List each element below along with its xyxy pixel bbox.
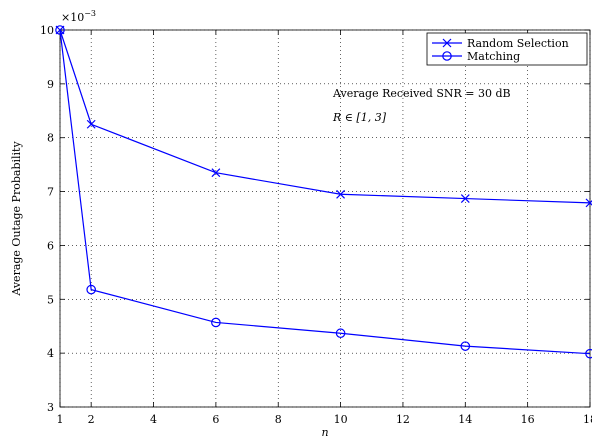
y-tick-label: 7 <box>47 186 54 199</box>
data-point <box>460 341 471 351</box>
x-tick-label: 18 <box>583 413 592 426</box>
y-tick-label: 4 <box>47 347 54 360</box>
y-tick-label: 8 <box>47 132 54 145</box>
data-point <box>86 119 96 129</box>
data-point <box>55 25 65 35</box>
data-point <box>211 168 221 178</box>
data-series <box>55 25 592 359</box>
x-tick-label: 16 <box>521 413 535 426</box>
x-marker-stroke <box>442 38 452 48</box>
y-tick-label: 6 <box>47 239 54 252</box>
tick-labels: 124681012141618345678910 <box>40 24 592 426</box>
data-point <box>335 328 346 339</box>
x-marker-stroke <box>211 168 221 178</box>
y-tick-label: 10 <box>40 24 54 37</box>
y-tick-label: 9 <box>47 78 54 91</box>
legend-label: Random Selection <box>467 37 569 50</box>
legend-item: Random Selection <box>432 37 569 50</box>
x-tick-label: 14 <box>458 413 472 426</box>
x-tick-label: 8 <box>275 413 282 426</box>
data-point <box>585 198 592 208</box>
y-exponent-power: −3 <box>84 9 96 18</box>
series-line <box>59 29 591 204</box>
x-marker-stroke <box>336 189 346 199</box>
legend-label: Matching <box>467 50 520 63</box>
x-marker-stroke <box>86 119 96 129</box>
legend-box <box>426 32 588 66</box>
x-tick-label: 10 <box>334 413 348 426</box>
legend-item: Matching <box>432 50 520 63</box>
data-point <box>211 317 221 328</box>
x-tick-label: 12 <box>396 413 410 426</box>
x-marker-stroke <box>585 200 592 208</box>
annotation-snr: Average Received SNR = 30 dB <box>332 87 511 100</box>
x-tick-label: 2 <box>88 413 95 426</box>
y-exponent-base: ×10 <box>61 11 84 24</box>
data-point <box>336 189 346 199</box>
y-axis-exponent: ×10−3 <box>61 9 96 24</box>
series-matching <box>55 25 592 359</box>
x-tick-label: 4 <box>150 413 157 426</box>
x-tick-label: 1 <box>57 413 64 426</box>
y-tick-label: 5 <box>47 293 54 306</box>
plot-frame <box>59 29 591 408</box>
data-point <box>585 348 592 359</box>
data-point <box>460 194 470 203</box>
x-axis-label: n <box>321 426 328 436</box>
y-tick-label: 3 <box>47 401 54 414</box>
x-marker-stroke <box>460 194 470 203</box>
series-line <box>59 29 591 355</box>
y-axis-label: Average Outage Probability <box>10 141 23 297</box>
data-point <box>86 284 96 295</box>
legend-marker <box>442 38 452 48</box>
annotation-r-range: R ∈ [1, 3] <box>332 111 387 124</box>
legend-marker <box>442 51 452 61</box>
x-tick-label: 6 <box>212 413 219 426</box>
